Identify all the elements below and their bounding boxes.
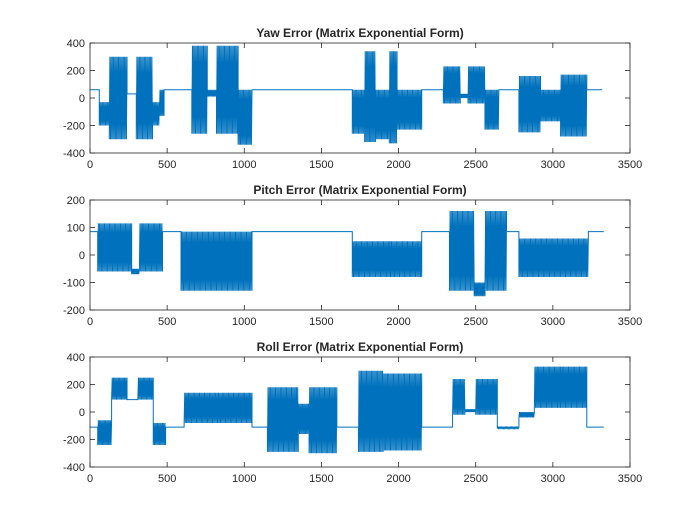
roll-y-tick-label: 0: [79, 407, 85, 419]
pitch-y-tick-label: -100: [63, 278, 85, 290]
pitch-error-series-line: [90, 210, 604, 297]
pitch-error-title: Pitch Error (Matrix Exponential Form): [253, 183, 466, 197]
pitch-x-tick-label: 1500: [309, 316, 333, 328]
roll-x-tick-label: 1000: [232, 473, 256, 485]
yaw-y-tick-label: 400: [67, 38, 85, 50]
pitch-y-tick-label: 0: [79, 250, 85, 262]
yaw-x-tick-label: 3000: [541, 159, 565, 171]
yaw-x-tick-label: 2500: [463, 159, 487, 171]
roll-x-tick-label: 0: [87, 473, 93, 485]
roll-x-tick-label: 1500: [309, 473, 333, 485]
pitch-y-tick-label: 100: [67, 223, 85, 235]
yaw-error-title: Yaw Error (Matrix Exponential Form): [256, 26, 463, 40]
yaw-y-tick-label: 200: [67, 66, 85, 78]
roll-x-tick-label: 2500: [463, 473, 487, 485]
pitch-error-panel: Pitch Error (Matrix Exponential Form) 0 5…: [63, 183, 642, 328]
yaw-x-tick-label: 500: [158, 159, 176, 171]
pitch-x-tick-label: 0: [87, 316, 93, 328]
yaw-error-series-line: [90, 45, 603, 145]
pitch-y-tick-label: -200: [63, 305, 85, 317]
roll-x-tick-label: 500: [158, 473, 176, 485]
roll-x-tick-label: 2000: [386, 473, 410, 485]
pitch-x-tick-label: 1000: [232, 316, 256, 328]
pitch-x-tick-label: 2500: [463, 316, 487, 328]
yaw-error-panel: Yaw Error (Matrix Exponential Form) 0 500…: [63, 26, 642, 171]
yaw-x-tick-label: 0: [87, 159, 93, 171]
pitch-x-tick-label: 500: [158, 316, 176, 328]
pitch-y-tick-label: 200: [67, 195, 85, 207]
roll-x-tick-label: 3000: [541, 473, 565, 485]
pitch-x-tick-label: 3500: [618, 316, 642, 328]
roll-error-series-line: [90, 366, 604, 454]
roll-error-panel: Roll Error (Matrix Exponential Form) 0 50…: [63, 340, 642, 485]
roll-x-tick-label: 3500: [618, 473, 642, 485]
roll-error-title: Roll Error (Matrix Exponential Form): [257, 340, 464, 354]
yaw-x-tick-label: 2000: [386, 159, 410, 171]
roll-y-tick-label: 200: [67, 380, 85, 392]
yaw-x-tick-label: 3500: [618, 159, 642, 171]
yaw-y-tick-label: 0: [79, 93, 85, 105]
yaw-y-tick-label: -400: [63, 148, 85, 160]
pitch-x-tick-label: 2000: [386, 316, 410, 328]
roll-y-tick-label: -200: [63, 435, 85, 447]
yaw-x-tick-label: 1000: [232, 159, 256, 171]
roll-y-tick-label: -400: [63, 462, 85, 474]
roll-y-tick-label: 400: [67, 352, 85, 364]
yaw-y-tick-label: -200: [63, 121, 85, 133]
pitch-x-tick-label: 3000: [541, 316, 565, 328]
yaw-x-tick-label: 1500: [309, 159, 333, 171]
